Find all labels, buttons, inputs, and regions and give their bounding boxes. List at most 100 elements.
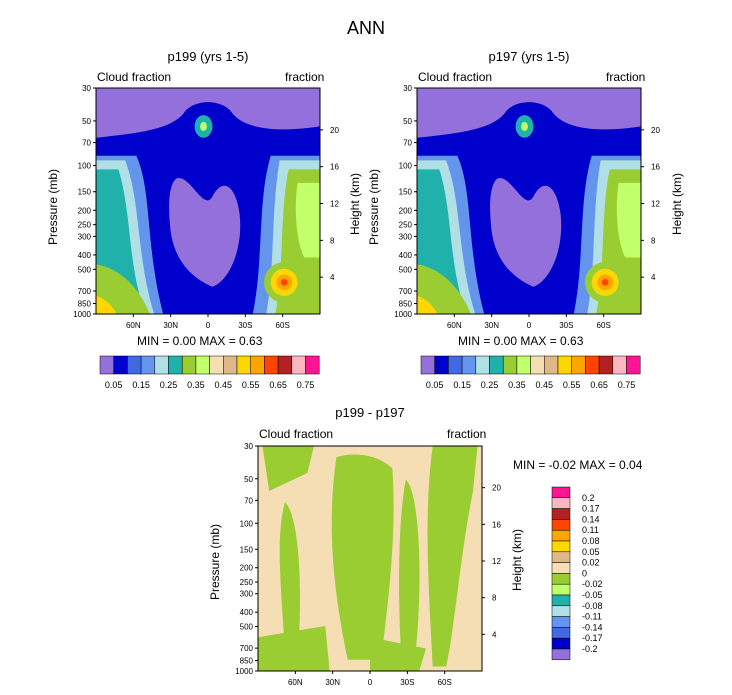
p3-ytick-right-label: 16 (492, 520, 501, 529)
p3-ytick-right-label: 8 (492, 594, 497, 603)
cbl-swatch (140, 355, 156, 375)
p3-ytick-label: 400 (240, 608, 254, 617)
p2-fill-region (417, 295, 438, 314)
cbr-label: 0.15 (453, 380, 471, 390)
p1-ytick-right-label: 16 (330, 163, 339, 172)
cbd-label: -0.08 (582, 601, 603, 611)
cbd-label: 0.14 (582, 514, 600, 524)
p3-ytick-label: 200 (240, 564, 254, 573)
p1-ytick-label: 50 (82, 117, 91, 126)
p2-fill-hot (601, 278, 609, 286)
cbl-swatch (236, 355, 251, 375)
p1-ytick-label: 70 (82, 139, 91, 148)
p1-ytick-label: 250 (78, 221, 92, 230)
cbd-swatch (551, 497, 571, 509)
p2-ytick-right-label: 12 (651, 200, 660, 209)
p1-ytick-label: 500 (78, 265, 92, 274)
p2-ytick-label: 1000 (394, 310, 412, 319)
cbd-label: 0.2 (582, 493, 595, 503)
p3-ytick-label: 150 (240, 545, 254, 554)
p3-fill-region (262, 446, 314, 491)
p3-xtick-label: 60S (438, 678, 452, 687)
cbd-label: -0.02 (582, 579, 603, 589)
cbd-label: 0.08 (582, 536, 600, 546)
cbr-swatch (516, 355, 531, 375)
cbr-swatch (461, 355, 477, 375)
cbd-swatch (551, 529, 571, 542)
cbr-swatch (598, 355, 614, 375)
panel-3-stats: MIN = -0.02 MAX = 0.04 (513, 458, 643, 472)
cbr-label: 0.45 (536, 380, 554, 390)
p1-fill-spot (200, 121, 207, 131)
p1-fill-region (96, 295, 117, 314)
cbd-label: -0.17 (582, 633, 603, 643)
colorbar-top-right: 0.05 0.15 0.25 0.35 0.45 0.55 0.65 0.75 (420, 355, 641, 390)
p2-ytick-right-label: 4 (651, 273, 656, 282)
cbr-label: 0.25 (481, 380, 499, 390)
p3-ytick-right-label: 12 (492, 557, 501, 566)
p2-xtick-label: 30S (559, 321, 573, 330)
cbd-swatch (551, 573, 571, 585)
cbr-swatch (612, 355, 627, 375)
cbl-swatch (195, 355, 210, 375)
cbd-label: 0 (582, 568, 587, 578)
cbd-swatch (551, 637, 571, 650)
p2-ytick-label: 70 (403, 139, 412, 148)
panel-2-stats: MIN = 0.00 MAX = 0.63 (458, 334, 584, 348)
p1-ytick-label: 850 (78, 300, 92, 309)
cbd-swatch (551, 616, 571, 628)
p1-fill-region (96, 264, 150, 314)
cbr-label: 0.55 (563, 380, 581, 390)
cbr-label: 0.05 (426, 380, 444, 390)
p3-ytick-label: 300 (240, 590, 254, 599)
p1-ytick-label: 200 (78, 206, 92, 215)
cbl-swatch (168, 355, 183, 375)
cbd-label: -0.05 (582, 590, 603, 600)
p3-ytick-label: 30 (244, 442, 253, 451)
cbr-swatch (489, 355, 504, 375)
p2-fill-top (417, 88, 641, 138)
p1-ytick-right-label: 4 (330, 273, 335, 282)
p1-ytick-label: 100 (78, 162, 92, 171)
p1-ytick-label: 300 (78, 232, 92, 241)
cbd-swatch (551, 508, 571, 520)
figure-title: ANN (346, 18, 385, 38)
cbd-label: -0.11 (582, 612, 602, 622)
cbl-label: 0.25 (160, 380, 178, 390)
cbd-swatch (551, 540, 571, 553)
cbl-swatch (99, 355, 114, 375)
p1-ytick-label: 150 (78, 188, 92, 197)
cbr-swatch (626, 355, 641, 375)
cbr-swatch (502, 355, 518, 375)
cbd-swatch (551, 551, 571, 563)
cbr-label: 0.35 (508, 380, 526, 390)
cbl-swatch (127, 355, 142, 375)
p3-xtick-label: 60N (288, 678, 303, 687)
colorbar-top-left: 0.05 0.15 0.25 0.35 0.45 0.55 0.65 0.75 (99, 355, 320, 390)
panel-2-right-label: fraction (606, 70, 646, 84)
p3-fill-region (427, 446, 478, 667)
cbd-swatch (551, 562, 571, 574)
panel-3-title: p199 - p197 (335, 405, 405, 420)
p3-xtick-label: 30S (400, 678, 414, 687)
cbl-swatch (250, 355, 265, 375)
p1-ytick-label: 400 (78, 251, 92, 260)
cbl-label: 0.55 (242, 380, 260, 390)
p2-ytick-label: 250 (399, 221, 413, 230)
cbr-swatch (530, 355, 545, 375)
p3-ytick-label: 850 (240, 657, 254, 666)
p1-ytick-label: 30 (82, 84, 91, 93)
p1-fill-top (96, 88, 320, 138)
cbr-label: 0.65 (590, 380, 608, 390)
p3-ytick-label: 250 (240, 578, 254, 587)
cbr-swatch (544, 355, 559, 375)
p1-xtick-label: 30N (163, 321, 178, 330)
p2-ytick-label: 400 (399, 251, 413, 260)
panel-1-stats: MIN = 0.00 MAX = 0.63 (137, 334, 263, 348)
panel-3-ylabel-right: Height (km) (510, 528, 524, 591)
p2-xtick-label: 0 (527, 321, 532, 330)
cbd-swatch (551, 519, 571, 531)
cbl-label: 0.35 (187, 380, 205, 390)
cbl-label: 0.15 (132, 380, 150, 390)
panel-1-title: p199 (yrs 1-5) (167, 49, 249, 64)
